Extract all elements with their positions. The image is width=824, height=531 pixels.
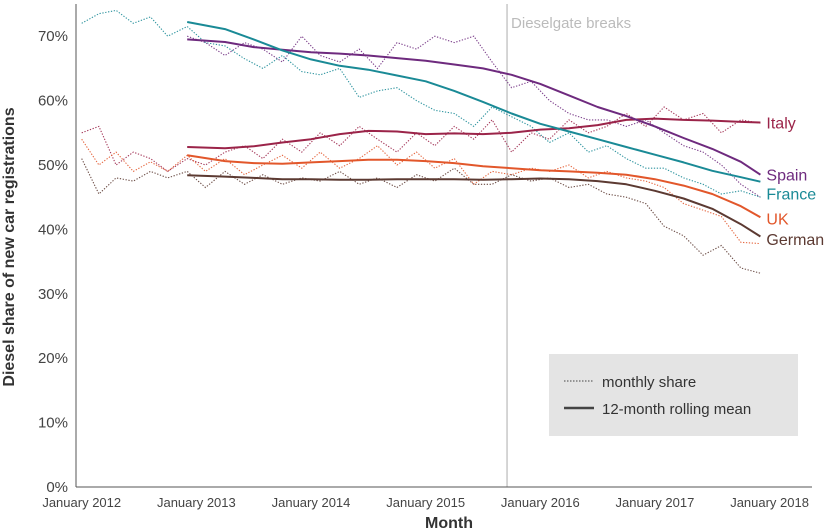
x-tick-label: January 2013 <box>157 495 236 510</box>
x-tick-label: January 2017 <box>616 495 695 510</box>
x-axis-ticks: January 2012 January 2013 January 2014 Janu… <box>42 495 809 510</box>
italy-rolling-mean-line <box>187 117 761 150</box>
y-tick-label: 10% <box>38 415 68 432</box>
spain-rolling-mean-line <box>187 38 761 176</box>
y-tick-label: 70% <box>38 28 68 45</box>
germany-series-label: Germany <box>766 232 824 249</box>
y-tick-label: 40% <box>38 221 68 238</box>
y-axis-title: Diesel share of new car registrations <box>1 107 18 386</box>
france-rolling-mean-line <box>187 21 761 183</box>
legend: monthly share 12-month rolling mean <box>549 354 798 436</box>
legend-label-mean: 12-month rolling mean <box>602 401 751 418</box>
legend-box <box>549 354 798 436</box>
monthly-series-group <box>81 9 761 274</box>
y-tick-label: 50% <box>38 157 68 174</box>
y-tick-label: 30% <box>38 286 68 303</box>
x-tick-label: January 2012 <box>42 495 121 510</box>
rolling-mean-series-group <box>187 21 761 238</box>
axes <box>75 4 812 488</box>
france-monthly-line <box>81 9 761 198</box>
y-axis-ticks: 0% 10% 20% 30% 40% 50% 60% 70% <box>38 28 68 496</box>
y-tick-label: 0% <box>46 479 68 496</box>
x-tick-label: January 2014 <box>272 495 351 510</box>
uk-series-label: UK <box>766 211 789 228</box>
y-tick-label: 60% <box>38 93 68 110</box>
legend-label-monthly: monthly share <box>602 374 696 391</box>
y-tick-label: 20% <box>38 350 68 367</box>
uk-rolling-mean-line <box>187 154 761 219</box>
dieselgate-annotation: Dieselgate breaks <box>506 4 631 487</box>
germany-monthly-line <box>81 158 761 274</box>
spain-series-label: Spain <box>766 168 807 185</box>
x-tick-label: January 2016 <box>501 495 580 510</box>
italy-series-label: Italy <box>766 115 795 132</box>
x-tick-label: January 2018 <box>730 495 809 510</box>
dieselgate-label: Dieselgate breaks <box>511 15 631 32</box>
x-axis-title: Month <box>425 515 473 531</box>
germany-rolling-mean-line <box>187 174 761 238</box>
spain-monthly-line <box>187 35 761 198</box>
france-series-label: France <box>766 186 816 203</box>
x-tick-label: January 2015 <box>386 495 465 510</box>
